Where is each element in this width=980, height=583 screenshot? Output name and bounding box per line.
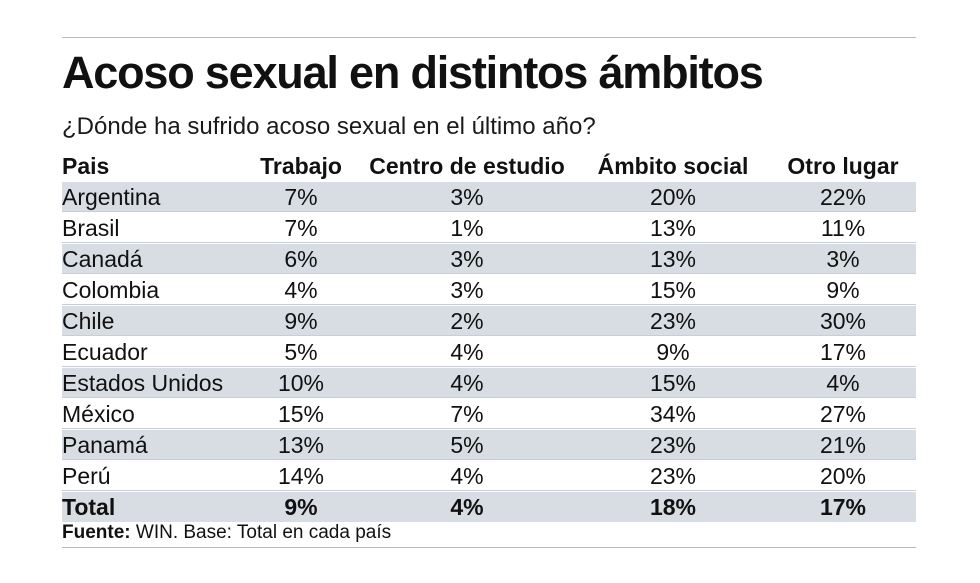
total-ambito-social: 18% (576, 491, 770, 523)
cell-trabajo: 4% (244, 274, 358, 306)
cell-centro-de-estudio: 3% (358, 243, 576, 275)
cell-centro-de-estudio: 7% (358, 398, 576, 430)
cell-centro-de-estudio: 4% (358, 336, 576, 368)
cell-country: Perú (62, 460, 244, 492)
cell-otro-lugar: 30% (770, 305, 916, 337)
total-label: Total (62, 491, 244, 523)
cell-otro-lugar: 9% (770, 274, 916, 306)
table-row: Argentina 7% 3% 20% 22% (62, 182, 916, 213)
table-row: Chile 9% 2% 23% 30% (62, 305, 916, 337)
cell-otro-lugar: 22% (770, 182, 916, 213)
table-footer: Total 9% 4% 18% 17% (62, 491, 916, 523)
cell-centro-de-estudio: 1% (358, 212, 576, 244)
source-text: WIN. Base: Total en cada país (130, 522, 392, 543)
cell-otro-lugar: 27% (770, 398, 916, 430)
cell-country: Argentina (62, 182, 244, 213)
cell-trabajo: 9% (244, 305, 358, 337)
table-row: Brasil 7% 1% 13% 11% (62, 212, 916, 244)
total-centro-de-estudio: 4% (358, 491, 576, 523)
top-rule (62, 37, 916, 38)
cell-country: Ecuador (62, 336, 244, 368)
header-row: Pais Trabajo Centro de estudio Ámbito so… (62, 150, 916, 182)
cell-trabajo: 6% (244, 243, 358, 275)
cell-centro-de-estudio: 3% (358, 182, 576, 213)
cell-country: Panamá (62, 429, 244, 461)
cell-centro-de-estudio: 4% (358, 367, 576, 399)
cell-trabajo: 14% (244, 460, 358, 492)
table-row: Perú 14% 4% 23% 20% (62, 460, 916, 492)
cell-country: Colombia (62, 274, 244, 306)
cell-centro-de-estudio: 3% (358, 274, 576, 306)
cell-ambito-social: 23% (576, 429, 770, 461)
cell-trabajo: 5% (244, 336, 358, 368)
column-header-otro-lugar: Otro lugar (787, 153, 899, 179)
total-trabajo: 9% (244, 491, 358, 523)
cell-ambito-social: 20% (576, 182, 770, 213)
cell-otro-lugar: 4% (770, 367, 916, 399)
source-label: Fuente: (62, 522, 131, 543)
cell-otro-lugar: 17% (770, 336, 916, 368)
data-table: Pais Trabajo Centro de estudio Ámbito so… (62, 150, 916, 523)
column-header-trabajo: Trabajo (260, 153, 342, 179)
cell-country: Brasil (62, 212, 244, 244)
table-header: Pais Trabajo Centro de estudio Ámbito so… (62, 150, 916, 182)
table-row: Ecuador 5% 4% 9% 17% (62, 336, 916, 368)
total-row: Total 9% 4% 18% 17% (62, 491, 916, 523)
table-row: Canadá 6% 3% 13% 3% (62, 243, 916, 275)
cell-ambito-social: 34% (576, 398, 770, 430)
cell-otro-lugar: 20% (770, 460, 916, 492)
cell-centro-de-estudio: 2% (358, 305, 576, 337)
source-note: Fuente: WIN. Base: Total en cada país (62, 521, 391, 545)
cell-ambito-social: 23% (576, 305, 770, 337)
cell-trabajo: 7% (244, 212, 358, 244)
cell-trabajo: 10% (244, 367, 358, 399)
cell-country: Canadá (62, 243, 244, 275)
cell-trabajo: 15% (244, 398, 358, 430)
page-subtitle: ¿Dónde ha sufrido acoso sexual en el últ… (62, 113, 596, 140)
page-title: Acoso sexual en distintos ámbitos (62, 47, 764, 98)
cell-country: México (62, 398, 244, 430)
table-row: Estados Unidos 10% 4% 15% 4% (62, 367, 916, 399)
cell-centro-de-estudio: 4% (358, 460, 576, 492)
column-header-pais: Pais (62, 153, 110, 179)
cell-trabajo: 7% (244, 182, 358, 213)
total-otro-lugar: 17% (770, 491, 916, 523)
column-header-centro-de-estudio: Centro de estudio (369, 153, 565, 179)
cell-country: Estados Unidos (62, 367, 244, 399)
bottom-rule (62, 547, 916, 548)
table-row: México 15% 7% 34% 27% (62, 398, 916, 430)
table-body: Argentina 7% 3% 20% 22% Brasil 7% 1% 13%… (62, 182, 916, 492)
column-header-ambito-social: Ámbito social (597, 153, 749, 179)
cell-ambito-social: 9% (576, 336, 770, 368)
table-row: Colombia 4% 3% 15% 9% (62, 274, 916, 306)
cell-ambito-social: 15% (576, 367, 770, 399)
cell-country: Chile (62, 305, 244, 337)
cell-centro-de-estudio: 5% (358, 429, 576, 461)
cell-otro-lugar: 11% (770, 212, 916, 244)
cell-otro-lugar: 21% (770, 429, 916, 461)
cell-ambito-social: 13% (576, 243, 770, 275)
cell-otro-lugar: 3% (770, 243, 916, 275)
cell-ambito-social: 23% (576, 460, 770, 492)
table-row: Panamá 13% 5% 23% 21% (62, 429, 916, 461)
cell-ambito-social: 15% (576, 274, 770, 306)
cell-ambito-social: 13% (576, 212, 770, 244)
cell-trabajo: 13% (244, 429, 358, 461)
